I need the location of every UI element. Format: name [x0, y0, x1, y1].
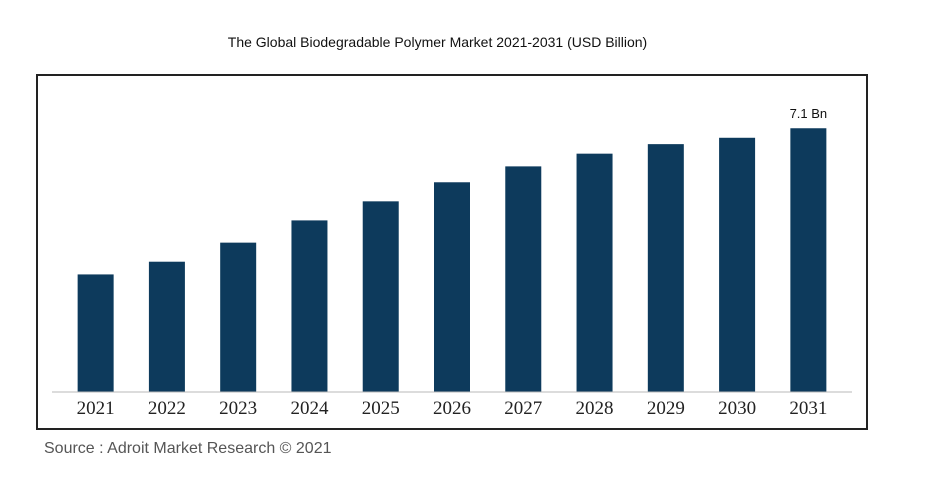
bar-2030 [719, 137, 756, 392]
bars-group [77, 128, 827, 392]
bar-2028 [576, 153, 613, 392]
x-tick-label-2026: 2026 [433, 398, 471, 419]
x-tick-labels: 2021 2022 2023 2024 2025 2026 2027 2028 2029 2030… [77, 398, 828, 419]
x-tick-label-2024: 2024 [290, 398, 329, 419]
x-tick-label-2030: 2030 [718, 398, 756, 419]
bar-2026 [434, 182, 470, 392]
source-note: Source : Adroit Market Research © 2021 [44, 440, 332, 457]
x-tick-label-2021: 2021 [77, 398, 115, 419]
bar-2024 [291, 220, 328, 392]
x-tick-label-2022: 2022 [148, 398, 186, 419]
bar-2027 [505, 166, 542, 392]
annotations: 7.1 Bn [790, 106, 828, 121]
chart-frame: 2021 2022 2023 2024 2025 2026 2027 2028 2029 2030… [36, 74, 868, 430]
x-tick-label-2028: 2028 [576, 398, 614, 419]
x-tick-label-2025: 2025 [362, 398, 400, 419]
bar-2025 [362, 201, 399, 392]
bar-2031 [790, 128, 827, 392]
bar-2023 [220, 242, 257, 392]
data-label-2031: 7.1 Bn [790, 106, 828, 121]
bar-2029 [647, 144, 684, 392]
x-tick-label-2027: 2027 [504, 398, 542, 419]
x-tick-label-2023: 2023 [219, 398, 257, 419]
bar-chart: 2021 2022 2023 2024 2025 2026 2027 2028 2029 2030… [52, 106, 852, 419]
bar-2022 [148, 261, 185, 392]
chart-title: The Global Biodegradable Polymer Market … [227, 34, 648, 50]
x-tick-label-2031: 2031 [789, 398, 827, 419]
x-tick-label-2029: 2029 [647, 398, 685, 419]
bar-2021 [77, 274, 114, 392]
